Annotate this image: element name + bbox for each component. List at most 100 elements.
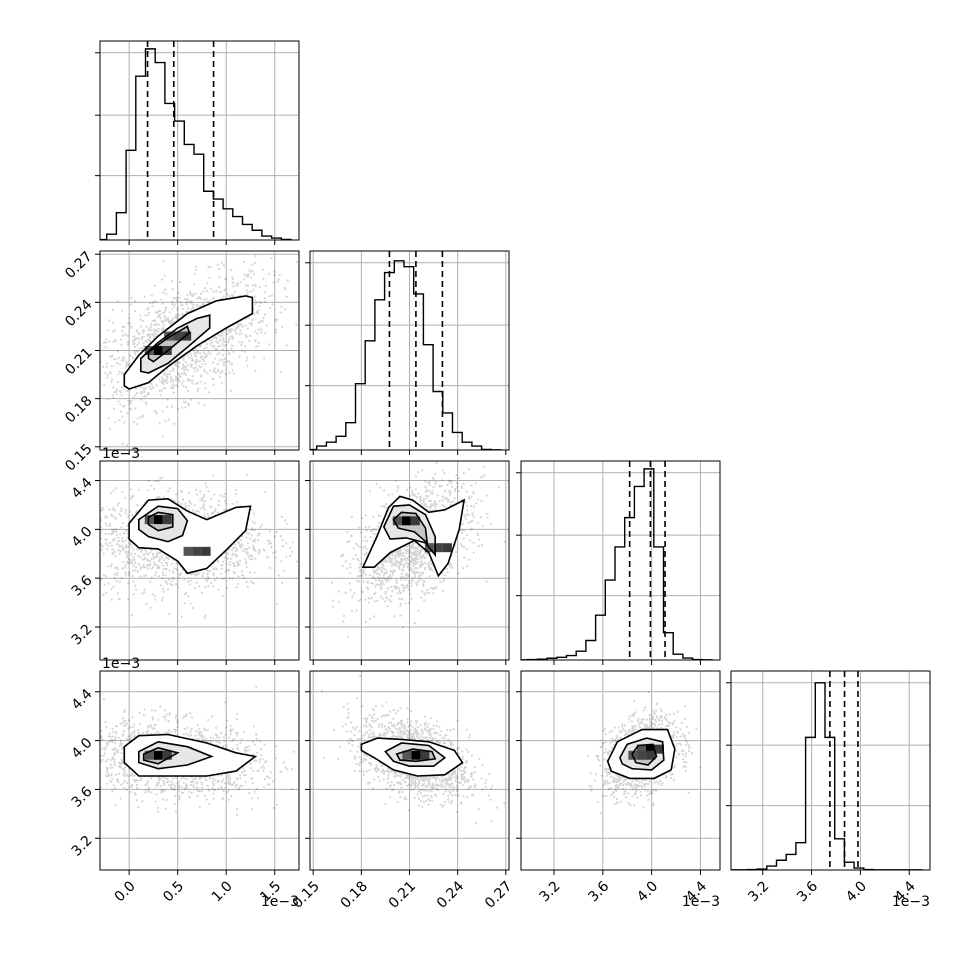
scatter-point (384, 506, 387, 509)
scatter-point (200, 374, 203, 377)
scatter-point (179, 301, 182, 304)
scatter-point (399, 564, 402, 567)
scatter-point (204, 578, 207, 581)
scatter-point (223, 361, 226, 364)
scatter-point (273, 535, 276, 538)
scatter-point (158, 314, 161, 317)
scatter-point (152, 334, 155, 337)
scatter-point (195, 358, 198, 361)
histogram-bars-1 (310, 260, 502, 450)
scatter-point (110, 588, 113, 591)
scatter-point (172, 296, 175, 300)
scatter-point (234, 546, 237, 550)
scatter-point (119, 403, 122, 406)
scatter-point (143, 553, 146, 556)
scatter-point (118, 356, 121, 359)
scatter-point (149, 560, 152, 563)
scatter-point (296, 261, 299, 264)
scatter-point (110, 533, 113, 536)
scatter-point (444, 497, 447, 500)
scatter-point (462, 482, 465, 485)
scatter-point (124, 333, 127, 336)
scatter-point (112, 330, 115, 333)
scatter-point (222, 736, 225, 739)
scatter-point (177, 361, 180, 364)
scatter-point (142, 554, 145, 557)
scatter-point (407, 544, 410, 547)
scatter-point (424, 503, 427, 506)
scatter-point (422, 554, 425, 557)
scatter-point (113, 748, 116, 751)
scatter-point (424, 556, 427, 559)
scatter-point (198, 365, 201, 368)
scatter-point (341, 555, 344, 558)
scatter-point (366, 580, 369, 583)
axes-frame (730, 670, 931, 871)
scatter-point (184, 505, 187, 508)
scatter-point (370, 530, 374, 533)
scatter-point (190, 502, 193, 505)
scatter-point (149, 562, 152, 566)
scatter-point (441, 469, 444, 472)
scatter-point (77, 391, 79, 393)
scatter-point (231, 549, 234, 552)
scatter-point (414, 494, 417, 497)
scatter-point (228, 329, 231, 332)
scatter-point (196, 509, 199, 512)
scatter-point (120, 526, 123, 529)
scatter-point (147, 306, 150, 309)
scatter-point (217, 499, 220, 503)
scatter-point (191, 357, 194, 360)
scatter-point (378, 573, 381, 576)
scatter-point (435, 503, 438, 506)
scatter-point (157, 732, 160, 735)
scatter-point (428, 567, 431, 570)
scatter-point (131, 562, 134, 565)
scatter-point (449, 491, 452, 495)
scatter-point (58, 440, 60, 442)
scatter-point (131, 513, 134, 517)
scatter-point (399, 557, 403, 560)
scatter-point (365, 553, 368, 556)
scatter-point (167, 373, 170, 376)
scatter-point (190, 354, 193, 357)
scatter-point (419, 578, 422, 581)
scatter-point (331, 599, 335, 602)
scatter-point (454, 488, 457, 491)
density-peak (173, 331, 183, 341)
contour-line-1 (382, 504, 436, 558)
scatter-point (201, 358, 204, 361)
scatter-point (156, 311, 159, 314)
scatter-point (175, 583, 178, 586)
scatter-point (388, 598, 391, 601)
scatter-point (94, 411, 96, 413)
scatter-point (379, 567, 382, 570)
scatter-point (393, 568, 396, 572)
scatter-point (135, 510, 138, 513)
scatter-point (463, 556, 466, 559)
scatter-point (212, 370, 215, 373)
scatter-point (203, 493, 206, 496)
scatter-point (428, 499, 431, 502)
scatter-point (253, 549, 257, 552)
scatter-point (387, 556, 390, 559)
scatter-point (116, 568, 119, 571)
scatter-point (148, 385, 151, 388)
scatter-point (177, 313, 180, 316)
scatter-point (162, 590, 165, 593)
scatter-point (146, 558, 149, 561)
scatter-point (289, 546, 292, 550)
scatter-point (459, 542, 463, 546)
density-peak (153, 346, 163, 355)
scatter-point (361, 568, 365, 572)
scatter-point (122, 540, 125, 544)
scatter-point (121, 329, 124, 332)
scatter-point (253, 312, 256, 315)
scatter-point (115, 358, 118, 361)
scatter-point (170, 563, 174, 566)
scatter-point (207, 391, 211, 394)
scatter-point (175, 296, 178, 299)
scatter-point (60, 742, 62, 744)
scatter-point (377, 514, 380, 517)
scatter-point (149, 606, 153, 609)
